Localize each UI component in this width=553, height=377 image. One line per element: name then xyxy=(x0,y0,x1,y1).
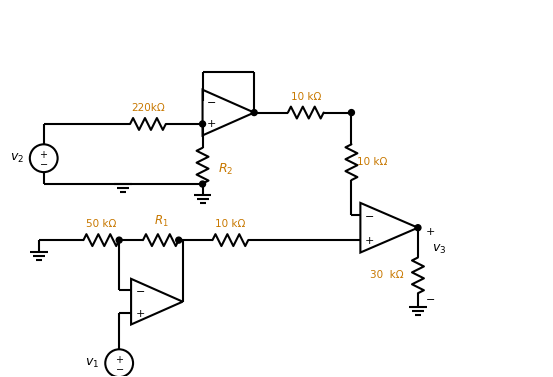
Text: $v_2$: $v_2$ xyxy=(10,152,24,165)
Text: $-$: $-$ xyxy=(39,158,48,168)
Circle shape xyxy=(200,181,206,187)
Circle shape xyxy=(348,110,354,115)
Circle shape xyxy=(415,225,421,231)
Text: $+$: $+$ xyxy=(135,308,145,319)
Circle shape xyxy=(116,237,122,243)
Text: +: + xyxy=(426,227,435,237)
Text: $-$: $-$ xyxy=(206,96,217,106)
Circle shape xyxy=(200,121,206,127)
Circle shape xyxy=(251,110,257,115)
Text: $+$: $+$ xyxy=(206,118,217,129)
Text: 10 kΩ: 10 kΩ xyxy=(357,157,388,167)
Text: $-$: $-$ xyxy=(364,210,374,220)
Text: 220kΩ: 220kΩ xyxy=(131,103,165,113)
Circle shape xyxy=(176,237,182,243)
Text: 50 kΩ: 50 kΩ xyxy=(86,219,117,229)
Text: $R_2$: $R_2$ xyxy=(218,162,234,177)
Text: $-$: $-$ xyxy=(114,363,124,373)
Text: $R_1$: $R_1$ xyxy=(154,214,168,229)
Text: $+$: $+$ xyxy=(114,354,124,365)
Text: $+$: $+$ xyxy=(39,149,48,160)
Text: −: − xyxy=(426,295,435,305)
Text: 30  kΩ: 30 kΩ xyxy=(371,270,404,280)
Text: $v_3$: $v_3$ xyxy=(432,243,446,256)
Text: $+$: $+$ xyxy=(364,234,374,246)
Text: 10 kΩ: 10 kΩ xyxy=(215,219,246,229)
Text: 10 kΩ: 10 kΩ xyxy=(290,92,321,102)
Text: $v_1$: $v_1$ xyxy=(85,357,100,370)
Text: $-$: $-$ xyxy=(135,285,145,295)
